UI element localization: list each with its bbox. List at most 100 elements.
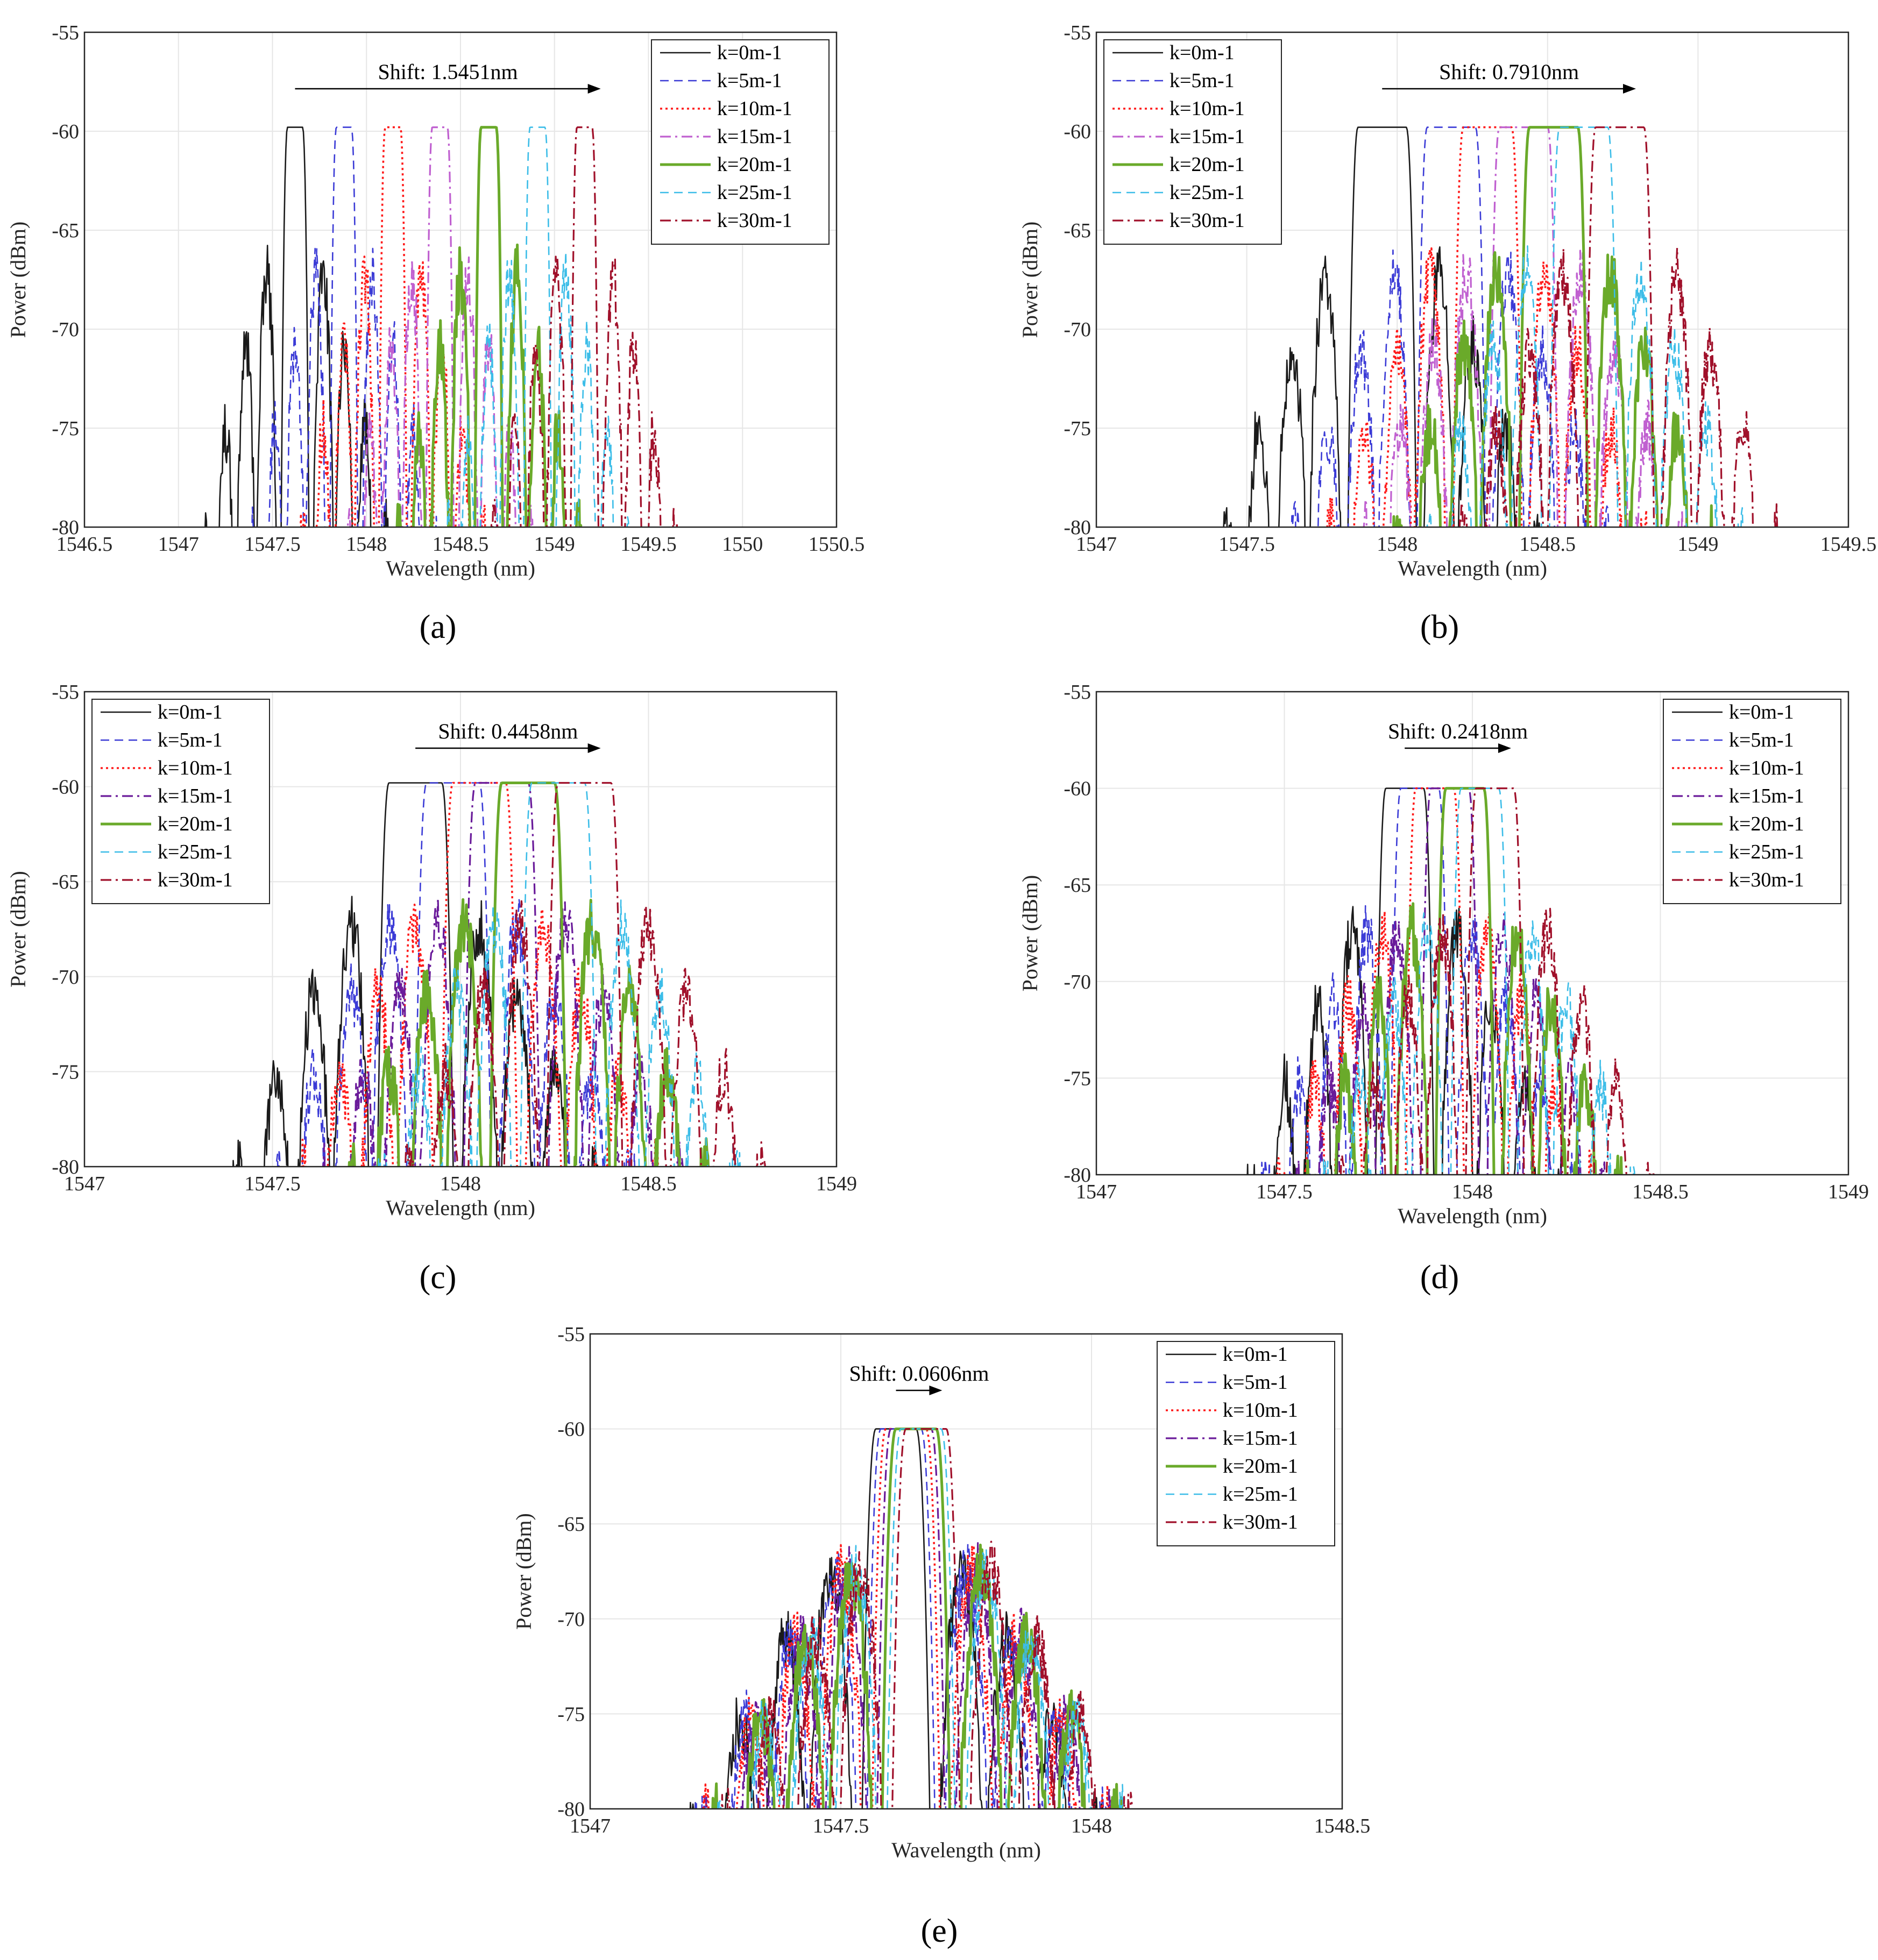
series-line-k=25m-1: [717, 1428, 1127, 1809]
x-tick-label: 1547: [1076, 533, 1117, 556]
y-tick-label: -70: [1064, 318, 1091, 341]
y-tick-label: -55: [1064, 22, 1091, 44]
y-tick-label: -80: [1064, 516, 1091, 539]
x-tick-label: 1550.5: [809, 533, 865, 556]
legend-entry-label: k=5m-1: [1223, 1371, 1288, 1394]
series-group: [1246, 787, 1655, 1175]
legend-box: [1663, 699, 1841, 904]
legend-entry-label: k=25m-1: [1170, 181, 1245, 204]
shift-arrow-head: [1498, 743, 1511, 753]
legend-box: [1157, 1341, 1335, 1546]
y-tick-label: -55: [557, 1323, 585, 1346]
series-group: [689, 1428, 1133, 1809]
shift-annotation: Shift: 0.4458nm: [438, 719, 578, 743]
series-group: [232, 782, 766, 1167]
y-tick-label: -60: [1064, 778, 1091, 800]
y-tick-label: -80: [557, 1798, 585, 1821]
y-tick-label: -70: [52, 966, 79, 989]
x-tick-label: 1549: [1677, 533, 1718, 556]
shift-annotation: Shift: 0.7910nm: [1439, 60, 1579, 84]
legend-entry-label: k=30m-1: [158, 869, 233, 891]
legend: k=0m-1 k=5m-1 k=10m-1 k=15m-1 k=20m-1 k=25m-1…: [651, 39, 830, 245]
x-tick-label: 1546.5: [56, 533, 113, 556]
x-tick-label: 1549.5: [1820, 533, 1877, 556]
y-tick-label: -55: [1064, 681, 1091, 704]
legend-entry-label: k=20m-1: [1729, 813, 1804, 835]
axes-frame: [589, 1333, 1343, 1810]
series-line-k=25m-1: [1322, 787, 1635, 1175]
legend-entry-label: k=25m-1: [717, 181, 792, 204]
x-tick-label: 1548.5: [1314, 1815, 1371, 1837]
x-tick-label: 1547.5: [244, 533, 301, 556]
y-tick-label: -65: [52, 219, 79, 242]
legend-entry-label: k=25m-1: [1223, 1483, 1298, 1505]
x-tick-label: 1547: [64, 1173, 105, 1195]
axes-frame: [83, 691, 838, 1168]
panel-label: (d): [1420, 1259, 1459, 1296]
legend-entry-label: k=5m-1: [1170, 69, 1235, 92]
legend-entry-label: k=15m-1: [1729, 785, 1804, 807]
y-tick-label: -55: [52, 681, 79, 704]
axes-frame: [1095, 31, 1849, 528]
x-tick-label: 1549: [1828, 1181, 1869, 1203]
panel-label: (c): [420, 1259, 457, 1296]
y-tick-label: -65: [557, 1513, 585, 1536]
series-line-k=30m-1: [1338, 787, 1655, 1175]
legend-entry-label: k=30m-1: [717, 209, 792, 232]
x-tick-label: 1548: [1452, 1181, 1493, 1203]
series-line-k=30m-1: [1458, 126, 1778, 527]
y-axis-label: Power (dBm): [512, 1513, 536, 1630]
series-line-k=25m-1: [374, 782, 741, 1167]
axes-frame: [83, 31, 838, 528]
y-axis-label: Power (dBm): [6, 871, 30, 988]
series-line-k=5m-1: [275, 782, 636, 1167]
legend-entry-label: k=20m-1: [1170, 153, 1245, 176]
panel-label: (b): [1420, 609, 1459, 645]
shift-annotation: Shift: 0.0606nm: [849, 1361, 989, 1386]
chart-panel-d: 1547 1547.5 1548 1548.5 1549 -55 -60 -65 -70 -75 -…: [1018, 681, 1869, 1228]
y-tick-label: -75: [1064, 1067, 1091, 1090]
legend-entry-label: k=30m-1: [1729, 869, 1804, 891]
legend-entry-label: k=5m-1: [158, 729, 223, 751]
legend-entry-label: k=25m-1: [1729, 841, 1804, 863]
shift-annotation: Shift: 0.2418nm: [1388, 719, 1528, 743]
chart-panel-a: 1546.5 1547 1547.5 1548 1548.5 1549 1549.5 1550…: [6, 22, 864, 580]
series-line-k=0m-1: [1223, 126, 1542, 527]
x-tick-label: 1549: [534, 533, 575, 556]
y-tick-label: -65: [52, 871, 79, 893]
x-tick-label: 1548: [346, 533, 387, 556]
y-tick-label: -75: [52, 1061, 79, 1083]
y-tick-label: -70: [52, 318, 79, 341]
x-tick-label: 1547: [158, 533, 199, 556]
y-tick-label: -70: [557, 1608, 585, 1631]
legend-entry-label: k=30m-1: [1170, 209, 1245, 232]
legend: k=0m-1 k=5m-1 k=10m-1 k=15m-1 k=20m-1 k=25m-1…: [1663, 699, 1841, 904]
legend-box: [91, 699, 270, 904]
x-tick-label: 1548: [1071, 1815, 1112, 1837]
legend-entry-label: k=15m-1: [1223, 1427, 1298, 1450]
y-tick-label: -75: [557, 1703, 585, 1725]
series-line-k=20m-1: [1392, 126, 1713, 527]
legend-entry-label: k=0m-1: [1170, 41, 1235, 64]
legend-entry-label: k=0m-1: [717, 41, 782, 64]
legend-entry-label: k=15m-1: [1170, 125, 1245, 148]
legend-entry-label: k=20m-1: [158, 813, 233, 835]
y-tick-label: -75: [52, 417, 79, 440]
x-tick-label: 1549: [816, 1173, 857, 1195]
panel-label: (e): [921, 1913, 958, 1949]
series-group: [204, 126, 678, 527]
y-tick-label: -60: [52, 776, 79, 799]
x-axis-label: Wavelength (nm): [891, 1838, 1041, 1862]
x-tick-label: 1548: [1377, 533, 1418, 556]
x-tick-label: 1548.5: [433, 533, 489, 556]
y-axis-label: Power (dBm): [6, 222, 30, 338]
legend-entry-label: k=20m-1: [1223, 1455, 1298, 1478]
shift-arrow-head: [587, 84, 601, 94]
shift-annotation: Shift: 1.5451nm: [378, 60, 518, 84]
chart-panel-e: 1547 1547.5 1548 1548.5 -55 -60 -65 -70 -75 -80 Wa…: [512, 1323, 1370, 1862]
panel-label: (a): [420, 609, 457, 645]
legend-entry-label: k=5m-1: [1729, 729, 1794, 751]
y-axis-label: Power (dBm): [1018, 875, 1042, 992]
x-tick-label: 1550: [722, 533, 763, 556]
legend-entry-label: k=10m-1: [1170, 97, 1245, 120]
